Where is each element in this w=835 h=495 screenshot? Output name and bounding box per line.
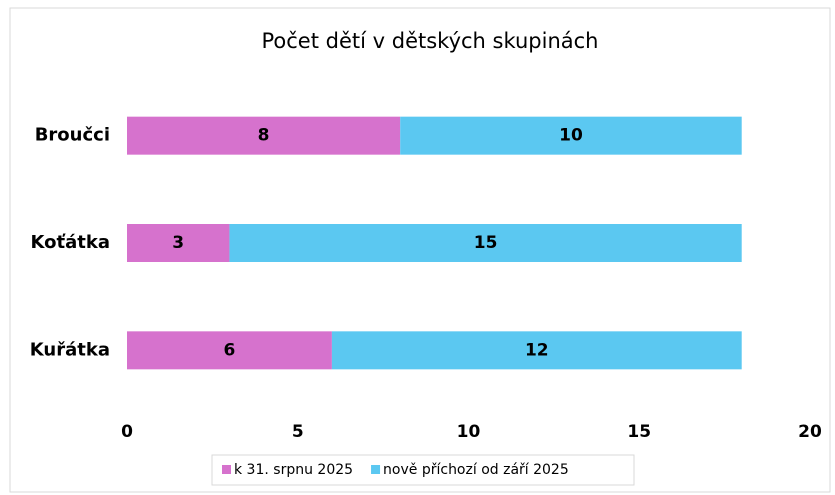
bar-segment: [400, 116, 742, 155]
data-label: 10: [559, 126, 583, 146]
x-tick-label: 15: [627, 422, 651, 442]
y-tick-label: Koťátka: [31, 232, 110, 253]
bar-segment: [127, 331, 332, 370]
data-label: 3: [172, 233, 184, 253]
bar-segment: [127, 224, 230, 262]
bar-segment: [127, 116, 401, 155]
x-tick-label: 10: [457, 422, 481, 442]
x-tick-label: 5: [292, 422, 304, 442]
y-tick-label: Broučci: [35, 125, 110, 146]
data-label: 15: [474, 233, 498, 253]
legend-label: nově příchozí od září 2025: [383, 462, 569, 478]
x-tick-label: 0: [121, 422, 133, 442]
legend-label: k 31. srpnu 2025: [234, 462, 353, 478]
data-label: 8: [258, 126, 270, 146]
bar-segment: [331, 331, 742, 370]
data-label: 6: [224, 340, 236, 360]
chart-title: Počet dětí v dětských skupinách: [262, 29, 599, 53]
legend-box: [211, 454, 635, 486]
y-tick-label: Kuřátka: [30, 339, 110, 360]
data-label: 12: [525, 340, 549, 360]
legend-swatch: [371, 465, 381, 474]
legend-swatch: [222, 465, 231, 474]
bar-segment: [229, 224, 742, 262]
x-tick-label: 20: [798, 422, 822, 442]
